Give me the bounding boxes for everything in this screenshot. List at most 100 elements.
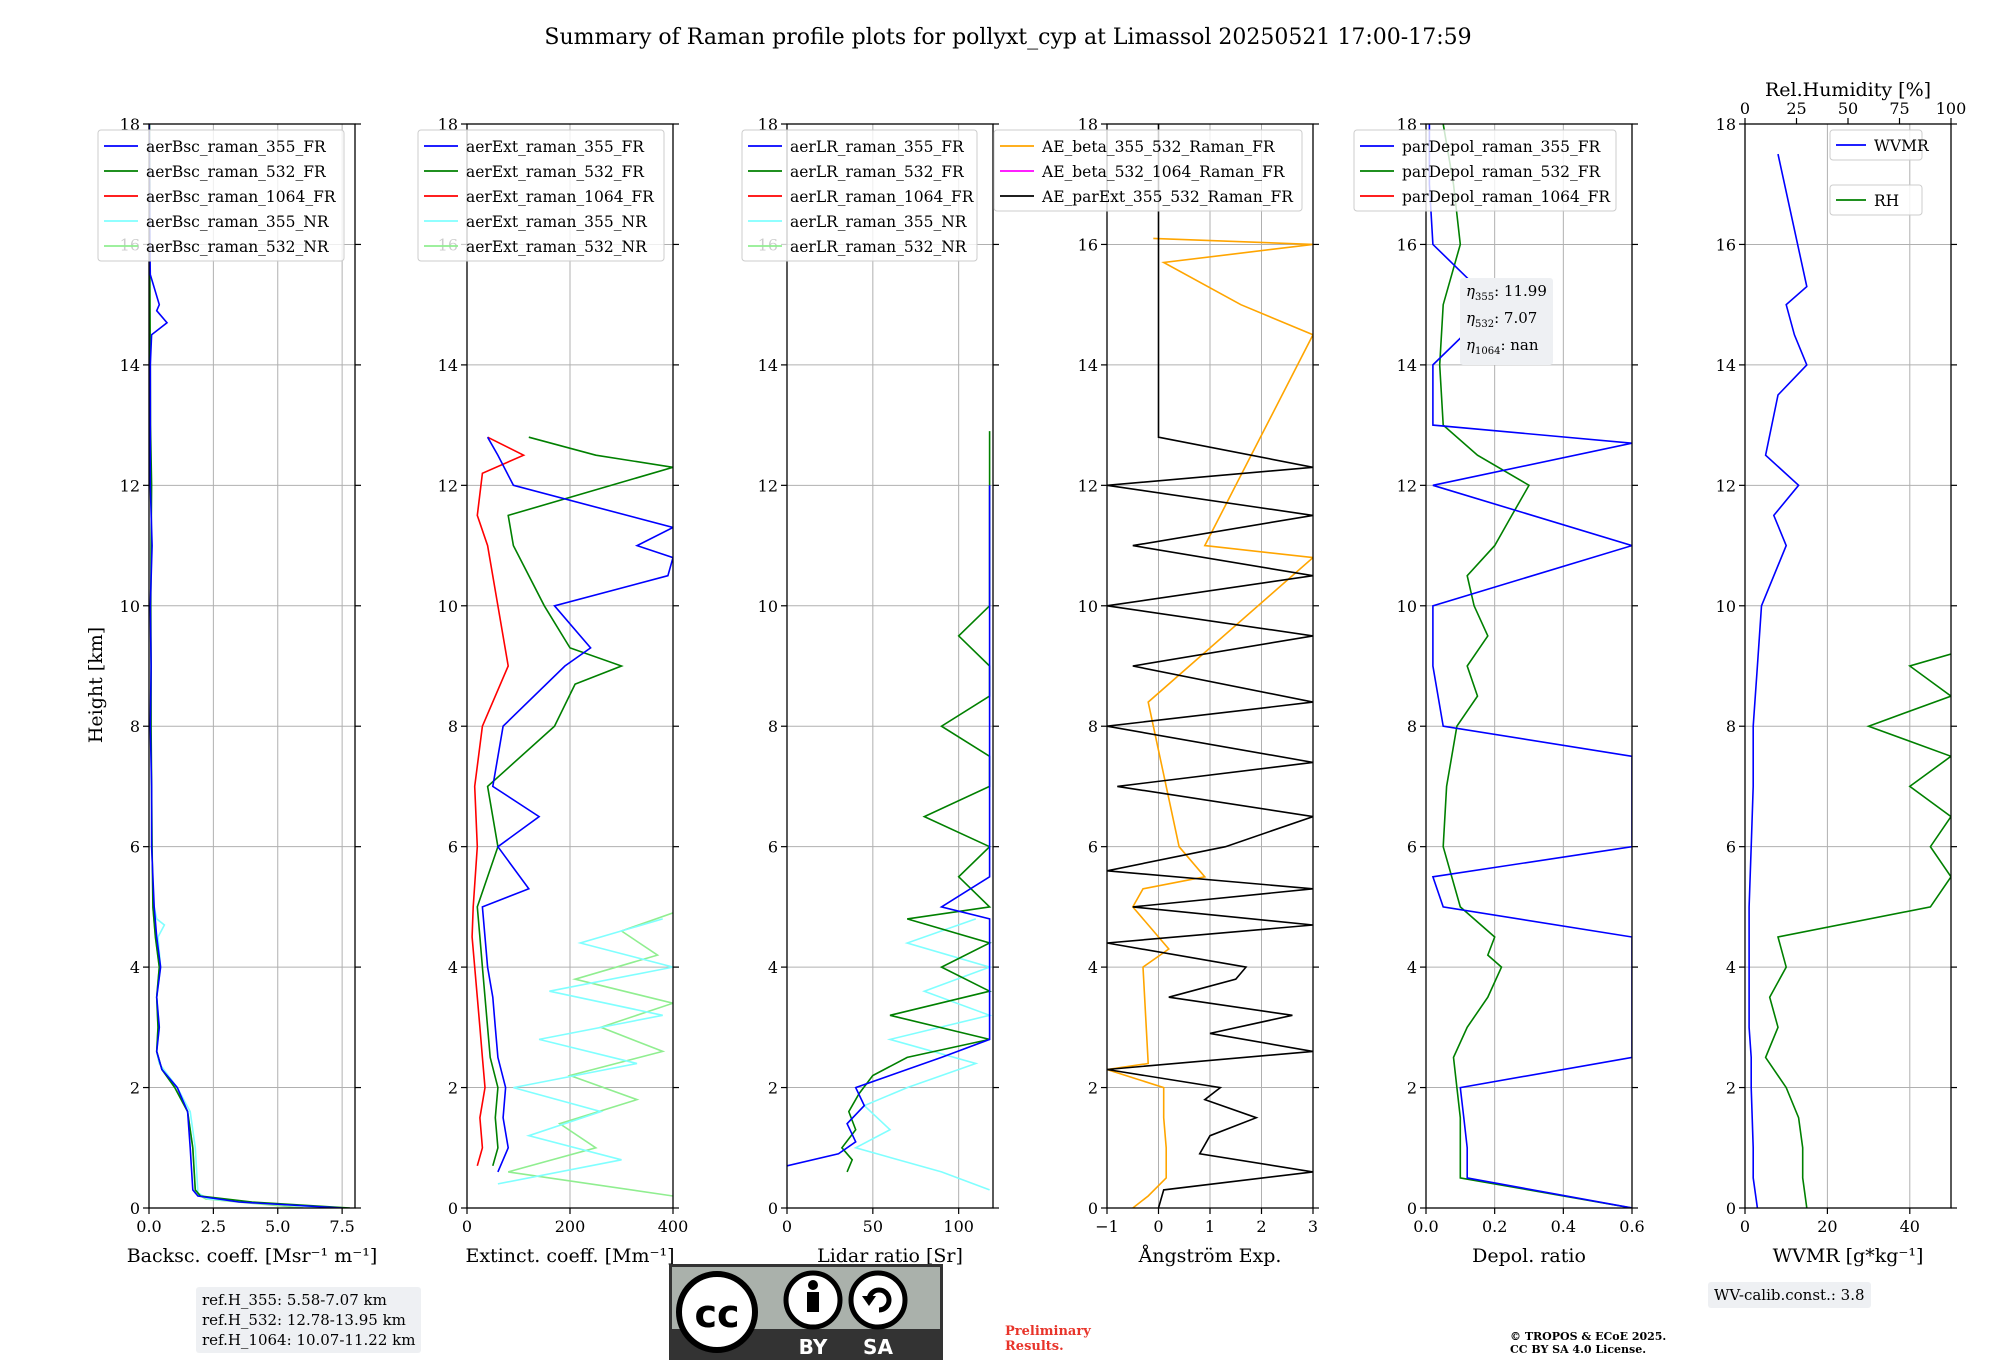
ref-height-box: ref.H_355: 5.58-7.07 km ref.H_532: 12.78… [196, 1287, 422, 1353]
top-tick-label: 0 [1740, 99, 1750, 118]
y-tick-label: 18 [1716, 115, 1736, 134]
y-tick-label: 10 [438, 597, 458, 616]
y-tick-label: 4 [1407, 958, 1417, 977]
y-tick-label: 6 [1088, 838, 1098, 857]
y-tick-label: 14 [120, 356, 140, 375]
series-WVMR [1748, 153, 1808, 1208]
y-tick-label: 12 [1716, 476, 1736, 495]
x-axis-label: Extinct. coeff. [Mm⁻¹] [465, 1245, 674, 1267]
y-tick-label: 8 [130, 717, 140, 736]
x-tick-label: 400 [658, 1217, 689, 1236]
y-tick-label: 2 [1407, 1079, 1417, 1098]
series-parDepol_raman_532_FR [1438, 124, 1632, 1208]
y-tick-label: 10 [1397, 597, 1417, 616]
series-aerBsc_raman_532_NR [152, 906, 304, 1208]
legend-entry: parDepol_raman_532_FR [1402, 163, 1602, 181]
top-tick-label: 25 [1786, 99, 1806, 118]
x-axis-label: Ångström Exp. [1138, 1245, 1282, 1267]
y-tick-label: 4 [1726, 958, 1736, 977]
top-tick-label: 75 [1889, 99, 1909, 118]
x-tick-label: 0 [782, 1217, 792, 1236]
y-tick-label: 8 [1088, 717, 1098, 736]
top-tick-label: 100 [1936, 99, 1967, 118]
badge-sa-text: SA [863, 1335, 893, 1359]
eta-line-532: η532: 7.07 [1466, 309, 1538, 330]
series-aerExt_raman_532_FR [476, 436, 673, 1167]
preliminary-note: Preliminary Results. [1005, 1324, 1091, 1354]
x-axis-label: Depol. ratio [1472, 1245, 1586, 1267]
axes-frame [786, 123, 994, 1209]
legend-entry: parDepol_raman_1064_FR [1402, 188, 1611, 206]
y-tick-label: 8 [1407, 717, 1417, 736]
y-tick-label: 12 [1397, 476, 1417, 495]
y-tick-label: 12 [120, 476, 140, 495]
y-tick-label: 18 [438, 115, 458, 134]
top-axis-label: Rel.Humidity [%] [1765, 79, 1931, 101]
series-AE_beta_355_532_Raman_FR [1107, 237, 1313, 1208]
x-axis-label: Lidar ratio [Sr] [817, 1245, 963, 1267]
eta-line-355: η355: 11.99 [1466, 282, 1547, 303]
y-tick-label: 12 [758, 476, 778, 495]
legend-entry: aerBsc_raman_1064_FR [146, 188, 337, 206]
series-aerBsc_raman_532_FR [149, 124, 350, 1208]
y-tick-label: 2 [448, 1079, 458, 1098]
y-tick-label: 10 [120, 597, 140, 616]
y-tick-label: 14 [1078, 356, 1098, 375]
y-tick-label: 14 [438, 356, 458, 375]
y-tick-label: 14 [1716, 356, 1736, 375]
y-tick-label: 8 [448, 717, 458, 736]
x-tick-label: 50 [863, 1217, 883, 1236]
y-tick-label: 16 [1397, 235, 1417, 254]
y-tick-label: 4 [130, 958, 140, 977]
series-AE_parExt_355_532_Raman_FR [1107, 124, 1313, 1208]
wv-calib-box: WV-calib.const.: 3.8 [1708, 1282, 1871, 1308]
eta-line-1064: η1064: nan [1466, 336, 1539, 357]
x-tick-label: 5.0 [265, 1217, 290, 1236]
legend-entry: AE_beta_532_1064_Raman_FR [1041, 163, 1286, 181]
y-tick-label: 10 [1078, 597, 1098, 616]
x-tick-label: 3 [1308, 1217, 1318, 1236]
x-axis-label: WVMR [g*kg⁻¹] [1773, 1245, 1924, 1267]
legend-entry: aerExt_raman_355_NR [466, 213, 648, 231]
series-parDepol_raman_355_FR [1428, 124, 1632, 1208]
legend-depol: parDepol_raman_355_FR parDepol_raman_532_… [1353, 129, 1617, 212]
y-tick-label: 0 [1088, 1199, 1098, 1218]
y-tick-label: 18 [1078, 115, 1098, 134]
preliminary-line-2: Results. [1005, 1339, 1064, 1354]
y-tick-label: 18 [120, 115, 140, 134]
y-tick-label: 0 [448, 1199, 458, 1218]
panel-ext: 0246810121416180200400Extinct. coeff. [M… [417, 115, 689, 1267]
y-tick-label: 16 [1078, 235, 1098, 254]
y-tick-label: 14 [1397, 356, 1417, 375]
x-tick-label: 2.5 [201, 1217, 226, 1236]
y-tick-label: 0 [1726, 1199, 1736, 1218]
legend-entry: AE_parExt_355_532_Raman_FR [1041, 188, 1294, 206]
copyright-note: © TROPOS & ECoE 2025. CC BY SA 4.0 Licen… [1510, 1330, 1666, 1356]
x-tick-label: 0 [1153, 1217, 1163, 1236]
ref-height-355: ref.H_355: 5.58-7.07 km [202, 1291, 387, 1309]
y-tick-label: 12 [1078, 476, 1098, 495]
y-tick-label: 8 [1726, 717, 1736, 736]
axes-frame [1425, 123, 1633, 1209]
ref-height-1064: ref.H_1064: 10.07-11.22 km [202, 1331, 416, 1349]
cc-icon [676, 1271, 758, 1353]
y-tick-label: 14 [758, 356, 778, 375]
top-tick-label: 50 [1838, 99, 1858, 118]
cc-license-badge: cc BY SA [669, 1264, 943, 1360]
legend-entry: aerBsc_raman_532_NR [146, 238, 330, 256]
legend-bsc: aerBsc_raman_355_FR aerBsc_raman_532_FRae… [97, 129, 345, 262]
y-tick-label: 0 [768, 1199, 778, 1218]
x-tick-label: 0.4 [1551, 1217, 1576, 1236]
y-tick-label: 10 [1716, 597, 1736, 616]
x-tick-label: 2 [1256, 1217, 1266, 1236]
legend-entry: aerExt_raman_532_NR [466, 238, 648, 256]
x-tick-label: 200 [555, 1217, 586, 1236]
x-tick-label: 0.2 [1482, 1217, 1507, 1236]
legend-entry: AE_beta_355_532_Raman_FR [1041, 138, 1276, 156]
y-tick-label: 10 [758, 597, 778, 616]
legend-entry: aerBsc_raman_355_FR [146, 138, 327, 156]
x-tick-label: 40 [1900, 1217, 1920, 1236]
y-tick-label: 6 [768, 838, 778, 857]
